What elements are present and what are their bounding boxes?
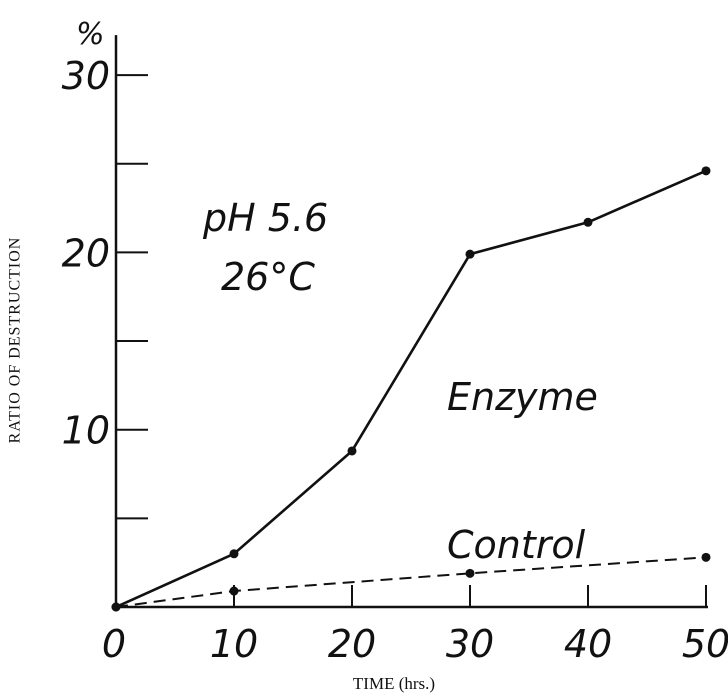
y-tick-label: 30 <box>62 54 110 98</box>
y-unit-label: % <box>76 17 105 52</box>
y-axis-label-wrap: RATIO OF DESTRUCTION <box>2 130 28 550</box>
series-group <box>111 166 711 612</box>
x-tick-label: 40 <box>564 622 612 666</box>
enzyme-point <box>465 249 475 259</box>
series-label-enzyme: Enzyme <box>447 375 598 419</box>
x-tick-label: 50 <box>682 622 728 666</box>
x-tick-label: 0 <box>102 622 126 666</box>
control-point <box>465 568 475 578</box>
chart-labels: Enzyme Control pH 5.6 26°C <box>202 196 598 567</box>
series-label-control: Control <box>447 523 586 567</box>
x-tick-label: 20 <box>328 622 376 666</box>
ticks: 10 20 30% 0 10 20 30 40 50 <box>62 17 728 666</box>
annotation-temperature: 26°C <box>221 255 315 299</box>
control-line <box>115 556 707 608</box>
enzyme-point <box>347 446 357 456</box>
x-axis-label: TIME (hrs.) <box>352 674 436 693</box>
enzyme-point <box>229 549 239 559</box>
control-point <box>701 552 711 562</box>
y-tick-label: 20 <box>62 231 110 275</box>
y-tick-label: 10 <box>62 409 110 453</box>
x-tick-label: 30 <box>446 622 494 666</box>
control-point <box>111 602 121 612</box>
axes <box>114 35 708 609</box>
x-tick-label: 10 <box>210 622 258 666</box>
enzyme-point <box>583 217 593 227</box>
enzyme-point <box>701 166 711 176</box>
annotation-ph: pH 5.6 <box>202 196 328 240</box>
y-axis-label: RATIO OF DESTRUCTION <box>6 236 24 444</box>
enzyme-line <box>115 169 707 609</box>
control-point <box>229 586 239 596</box>
